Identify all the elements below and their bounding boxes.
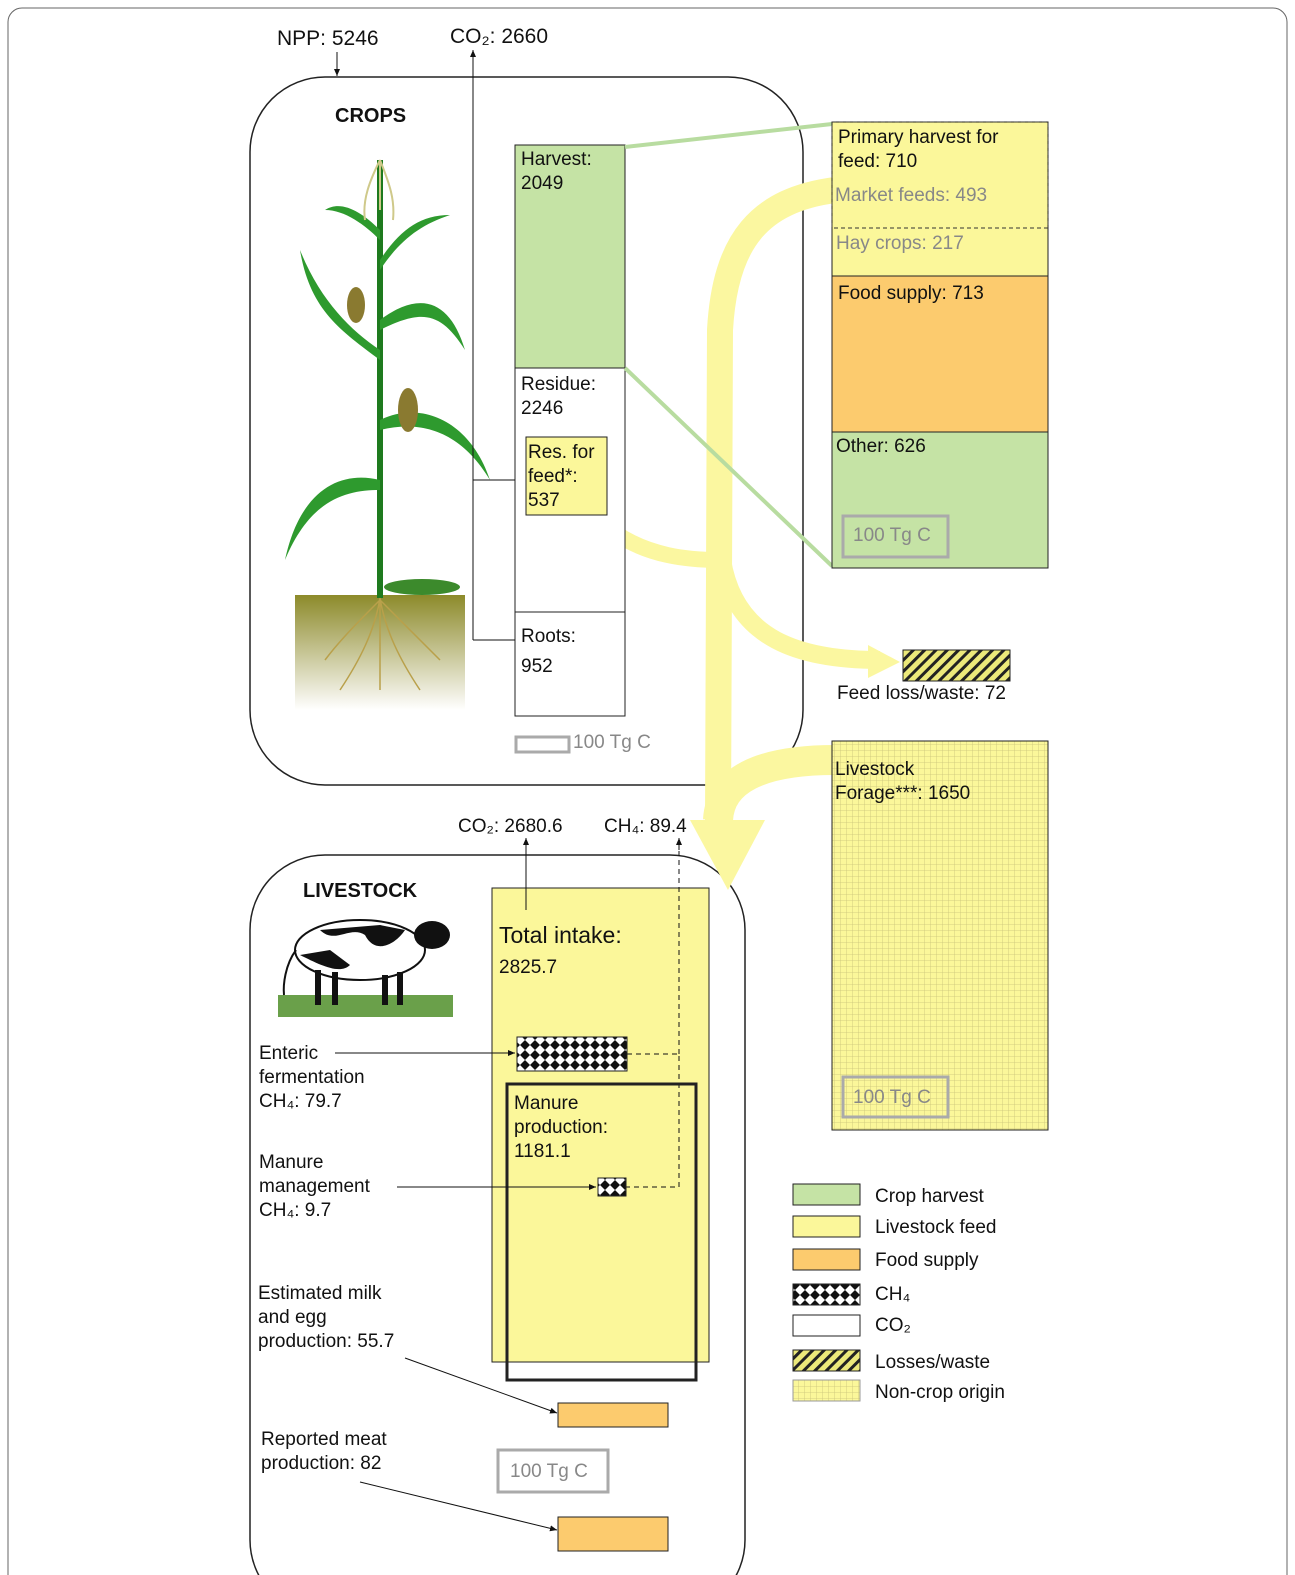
forage-bar — [831, 740, 1049, 1131]
scale-box — [514, 735, 571, 754]
meat-arrow — [359, 1481, 558, 1532]
flow-arrowhead — [690, 820, 765, 890]
primary-feed-bar — [831, 121, 1049, 229]
legend-label: Non-crop origin — [875, 1382, 1005, 1403]
roots-bar — [514, 611, 626, 717]
scale-label: 100 Tg C — [853, 525, 931, 546]
npp: NPP: 5246 — [277, 27, 379, 50]
market-feeds-label: Market feeds: 493 — [835, 185, 988, 206]
enteric-bar — [516, 1036, 628, 1072]
primary-feed-label: Primary harvest for feed: 710 — [838, 127, 999, 172]
legend-label: CH₄ — [875, 1284, 911, 1305]
other-label: Other: 626 — [836, 436, 926, 457]
enteric-label: Enteric fermentation CH₄: 79.7 — [259, 1043, 365, 1112]
roots-label: Roots: 952 — [521, 626, 576, 677]
manure-management-label: Manure management CH₄: 9.7 — [259, 1152, 370, 1221]
legend-label: Food supply — [875, 1250, 979, 1271]
scale-label: 100 Tg C — [510, 1461, 588, 1482]
legend-label: Losses/waste — [875, 1352, 991, 1373]
scale-box — [841, 1075, 950, 1119]
manure-label: Manure production: 1181.1 — [514, 1093, 609, 1162]
intake-bar — [491, 887, 710, 1363]
milk-bar — [557, 1402, 669, 1428]
other-bar — [831, 431, 1049, 569]
scale-box — [496, 1448, 610, 1494]
meat-bar — [557, 1516, 669, 1552]
meat-label: Reported meat production: 82 — [261, 1429, 387, 1474]
co2-branch — [473, 479, 515, 641]
legend-label: Crop harvest — [875, 1186, 984, 1207]
ch4-flow — [626, 838, 680, 1188]
flow-arrowhead — [868, 645, 900, 678]
hay-crops-label: Hay crops: 217 — [836, 233, 964, 254]
scale-label: 100 Tg C — [853, 1087, 931, 1108]
livestock-title: LIVESTOCK — [303, 880, 418, 902]
loss-bar — [902, 649, 1011, 682]
food-supply-label: Food supply: 713 — [838, 283, 984, 304]
ch4-label: CH₄: 89.4 — [604, 816, 687, 837]
crops-box — [249, 76, 804, 786]
livestock-box — [249, 854, 746, 1575]
milk-arrow — [404, 1357, 558, 1414]
residue-feed-label: Res. for feed*: 537 — [528, 442, 595, 511]
manure-ch4-bar — [597, 1177, 627, 1197]
harvest-bar — [514, 144, 626, 369]
total-intake-label: Total intake: — [499, 922, 622, 948]
total-intake-value: 2825.7 — [499, 957, 558, 978]
manure-bar — [505, 1082, 698, 1382]
forage-label: Livestock Forage***: 1650 — [835, 759, 971, 804]
milk-egg-label: Estimated milk and egg production: 55.7 — [258, 1283, 395, 1352]
co2-label: CO₂: 2660 — [450, 25, 549, 48]
residue-label: Residue: 2246 — [521, 374, 596, 419]
corn-plant — [285, 159, 490, 710]
scale-box — [841, 514, 950, 559]
scale-label: 100 Tg C — [573, 732, 651, 753]
residue-feed-bar — [525, 436, 608, 516]
food-bar — [831, 275, 1049, 433]
feed-bar — [831, 121, 1049, 277]
frame — [7, 7, 1288, 1575]
crops-title: CROPS — [335, 105, 407, 127]
feed-loss-label: Feed loss/waste: 72 — [837, 683, 1006, 704]
legend-swatches — [792, 1183, 861, 1402]
co2-label: CO₂: 2680.6 — [458, 816, 563, 837]
harvest-link — [623, 122, 834, 568]
legend-label: Livestock feed — [875, 1217, 997, 1238]
cow — [278, 919, 453, 1017]
legend-label: CO₂ — [875, 1315, 911, 1336]
harvest-label: Harvest: 2049 — [521, 149, 592, 194]
